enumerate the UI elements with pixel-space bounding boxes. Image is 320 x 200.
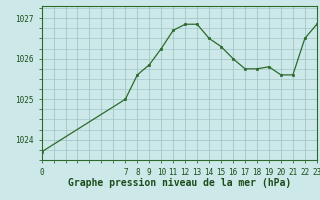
- X-axis label: Graphe pression niveau de la mer (hPa): Graphe pression niveau de la mer (hPa): [68, 178, 291, 188]
